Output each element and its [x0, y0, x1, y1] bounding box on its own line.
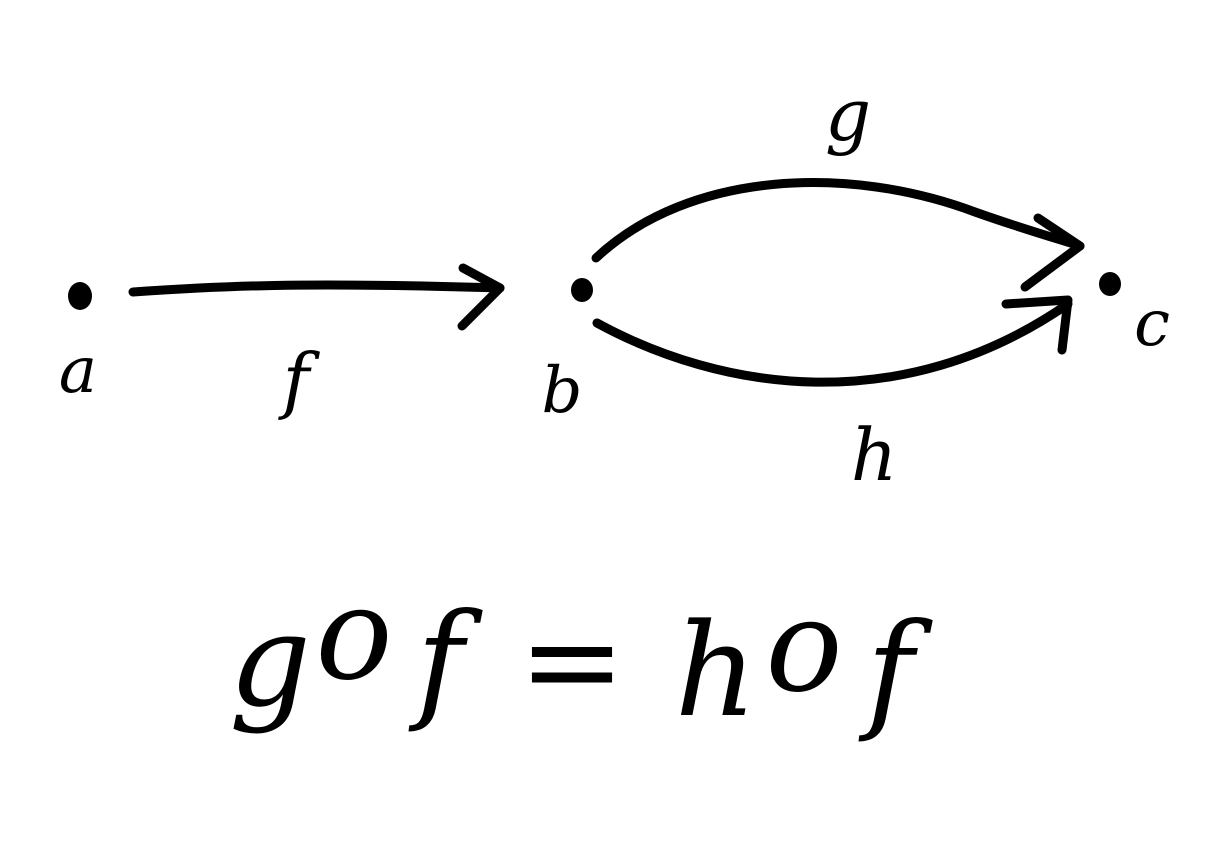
edge-h-arrowhead: [1001, 295, 1073, 355]
node-label-a: a: [59, 334, 97, 408]
edge-label-h: h: [851, 413, 897, 497]
edge-g-arrowhead: [1020, 213, 1085, 292]
equation: g o f = h o f: [229, 560, 933, 746]
equation-lhs-left: g: [229, 587, 311, 736]
edge-f-arrowhead: [457, 263, 505, 331]
edge-g-arrow: [591, 178, 1085, 263]
equation-lhs-compose-op: o: [315, 560, 392, 709]
edge-label-f: f: [278, 338, 321, 422]
equation-rhs-left: h: [675, 597, 757, 746]
edge-label-g: g: [825, 73, 871, 157]
equation-rhs-right: f: [858, 597, 933, 746]
node-a-dot: [68, 282, 92, 310]
edge-h-arrow: [592, 299, 1073, 387]
equation-rhs-compose-op: o: [765, 572, 842, 721]
equation-equals: =: [518, 587, 625, 736]
node-b-dot: [571, 278, 593, 302]
equation-lhs-right: f: [408, 587, 483, 736]
node-c-dot: [1099, 272, 1121, 296]
node-label-c: c: [1134, 287, 1170, 361]
node-label-b: b: [542, 354, 583, 428]
edge-f-arrow: [128, 280, 505, 297]
